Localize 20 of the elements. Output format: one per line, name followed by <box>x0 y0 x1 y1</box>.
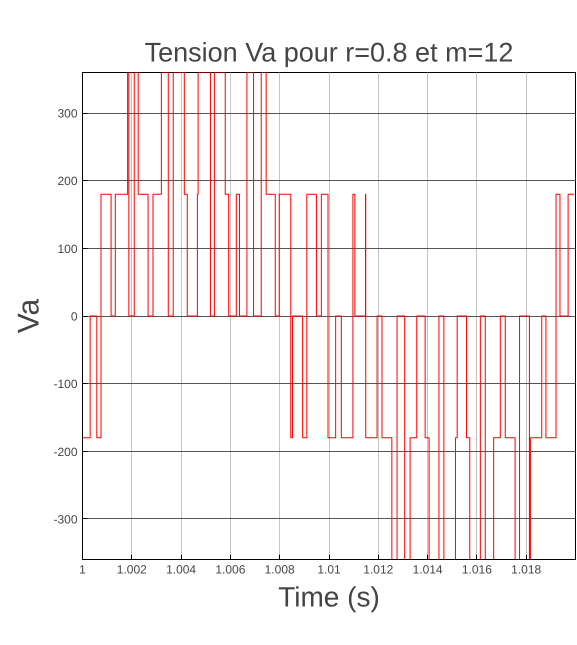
x-tick-label: 1 <box>79 562 86 576</box>
x-tick-label: 1.016 <box>462 562 492 576</box>
y-tick-label: 300 <box>57 106 78 121</box>
y-tick-label: 200 <box>57 174 78 188</box>
chart-title: Tension Va pour r=0.8 et m=12 <box>144 38 514 68</box>
x-tick-label: 1.002 <box>116 562 148 576</box>
y-axis-title: Va <box>12 298 46 334</box>
y-tick-label: -300 <box>53 512 78 526</box>
y-tick-label: 100 <box>57 242 78 256</box>
y-tick-label: -100 <box>53 377 78 392</box>
x-tick-label: 1.006 <box>215 562 246 576</box>
x-axis-title: Time (s) <box>278 582 380 612</box>
x-tick-label: 1.018 <box>511 562 542 576</box>
x-tick-label: 1.012 <box>363 562 394 576</box>
x-tick-label: 1.004 <box>166 562 196 576</box>
y-tick-label: 0 <box>70 310 78 324</box>
x-tick-label: 1.008 <box>264 562 296 576</box>
x-tick-label: 1.01 <box>317 562 342 576</box>
y-tick-label: -200 <box>53 444 78 459</box>
x-tick-label: 1.014 <box>412 562 443 576</box>
